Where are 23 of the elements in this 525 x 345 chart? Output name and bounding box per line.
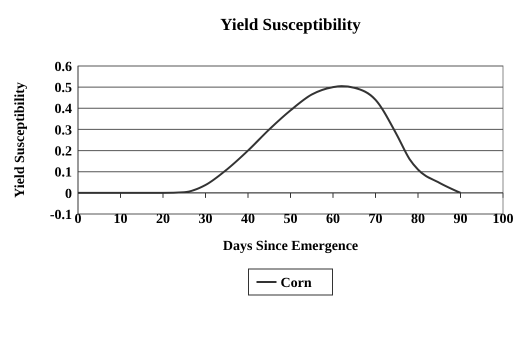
y-tick-label: -0.1 [50,208,72,223]
legend-label: Corn [280,276,312,291]
x-tick-label: 100 [492,212,514,227]
y-tick-label: 0.1 [54,166,72,181]
x-tick-label: 70 [368,212,382,227]
x-tick-label: 10 [114,212,128,227]
y-tick-label: 0.5 [54,81,72,96]
x-tick-label: 20 [156,212,170,227]
x-tick-label: 0 [74,212,82,227]
x-tick-label: 80 [411,212,425,227]
x-tick-label: 90 [454,212,468,227]
x-tick-label: 30 [198,212,212,227]
x-axis-title: Days Since Emergence [222,239,358,254]
x-tick-label: 40 [241,212,255,227]
y-tick-label: 0.3 [54,123,72,138]
chart-title: Yield Susceptibility [220,15,362,34]
y-tick-label: 0.4 [54,102,72,118]
y-axis-title: Yield Susceptibility [13,82,28,198]
x-tick-label: 50 [284,212,298,227]
x-tick-label: 60 [326,212,340,227]
y-tick-label: 0 [65,186,72,202]
y-tick-label: 0.2 [54,144,72,160]
y-tick-label: 0.6 [54,60,72,75]
